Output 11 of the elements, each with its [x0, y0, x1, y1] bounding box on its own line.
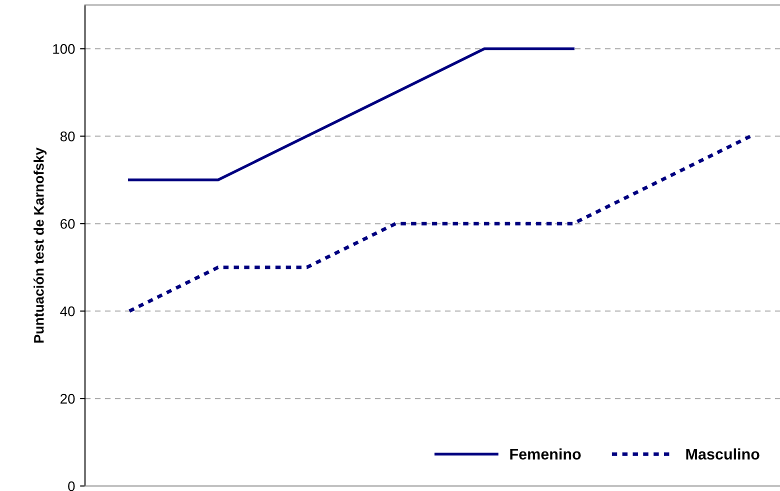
y-tick-label: 40 [60, 306, 75, 316]
y-axis-title: Puntuación test de Karnofsky [33, 148, 47, 343]
legend-label: Femenino [510, 448, 581, 460]
y-tick-label: 60 [60, 218, 75, 229]
legend-label: Masculino [686, 448, 760, 460]
line-series [128, 47, 575, 182]
line-series [128, 134, 752, 313]
y-tick-label: 20 [60, 394, 75, 404]
y-tick-label: 100 [53, 44, 75, 54]
y-tick-label: 0 [68, 481, 75, 491]
y-tick-label: 80 [60, 132, 75, 142]
